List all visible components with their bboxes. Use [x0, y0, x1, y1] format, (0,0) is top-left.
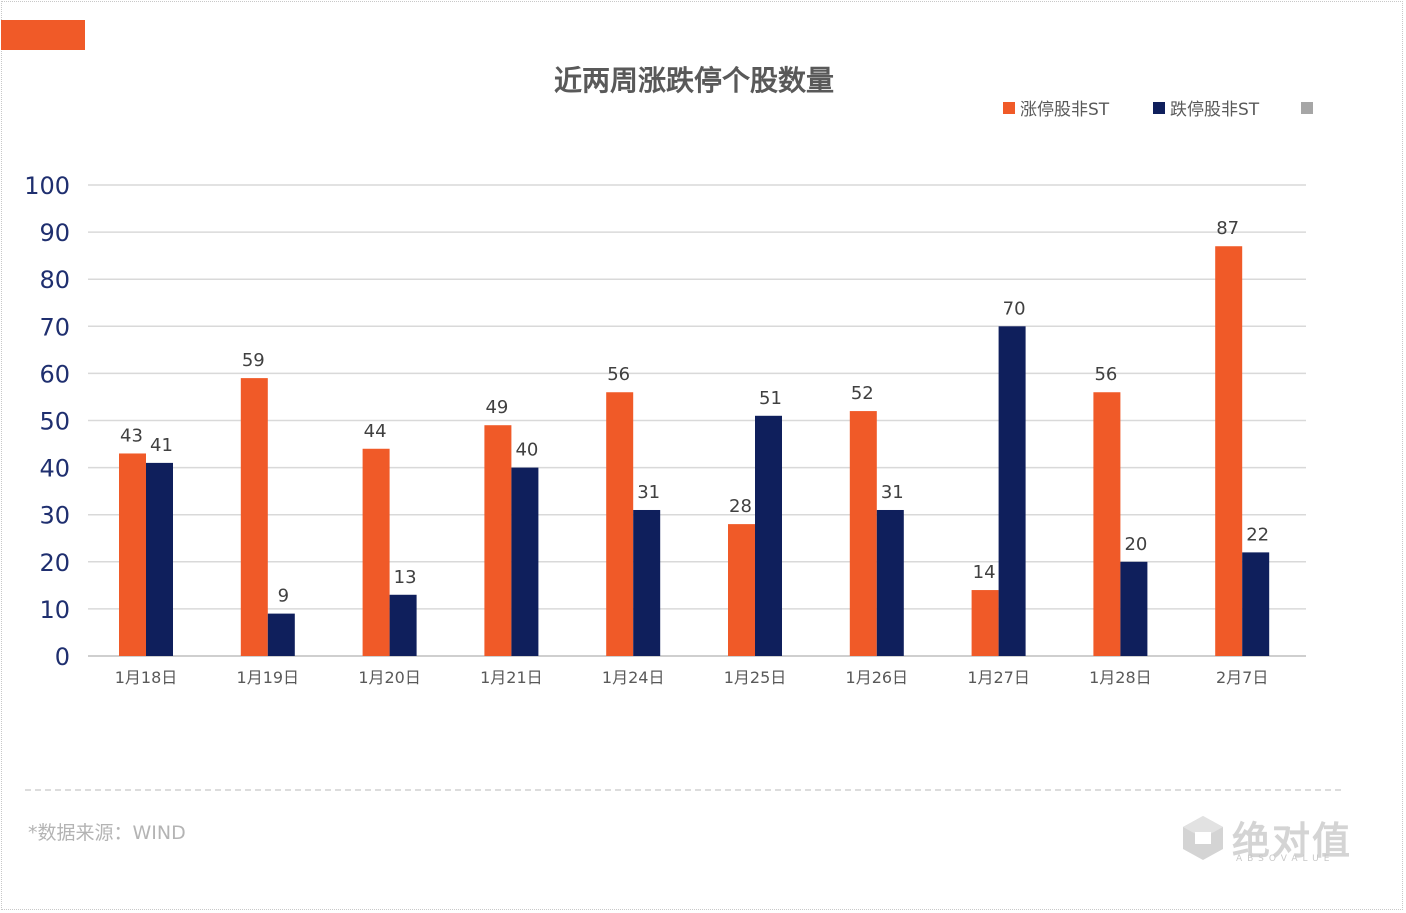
x-tick-label: 1月18日 — [115, 668, 178, 687]
data-label: 56 — [607, 364, 630, 385]
bar-limit-down — [755, 415, 782, 656]
legend-swatch — [1003, 102, 1015, 114]
bar-limit-up — [240, 378, 268, 656]
data-label: 43 — [120, 425, 143, 446]
y-axis: 0 10 20 30 40 50 60 70 80 90 100 — [24, 172, 70, 671]
bar-limit-up — [1093, 392, 1121, 656]
data-label: 13 — [394, 567, 417, 588]
bar-limit-down — [511, 467, 539, 656]
y-tick-label: 90 — [39, 219, 70, 247]
logo-text: 绝对值 — [1232, 819, 1353, 863]
y-tick-label: 100 — [24, 172, 70, 200]
x-tick-label: 1月21日 — [480, 668, 543, 687]
bar-limit-down — [633, 509, 661, 656]
x-tick-label: 1月25日 — [724, 668, 787, 687]
bar-limit-up — [362, 448, 390, 656]
x-tick-label: 1月26日 — [846, 668, 909, 687]
bar-limit-up — [849, 411, 877, 656]
y-tick-label: 30 — [39, 502, 70, 530]
bars — [119, 246, 1270, 657]
data-label: 51 — [759, 388, 782, 409]
accent-bar — [1, 20, 85, 50]
data-label: 87 — [1216, 218, 1239, 239]
bar-limit-up — [971, 590, 999, 656]
logo-cube-icon — [1183, 816, 1223, 860]
y-tick-label: 0 — [55, 643, 70, 671]
bar-limit-up — [606, 392, 634, 656]
source-note: *数据来源：WIND — [28, 822, 186, 844]
brand-logo: 绝对值 ABSOVALUE — [1180, 810, 1360, 870]
data-label: 44 — [364, 421, 387, 442]
x-tick-label: 1月28日 — [1089, 668, 1152, 687]
bar-limit-down — [267, 613, 295, 656]
legend: 涨停股非ST 跌停股非ST — [1003, 100, 1313, 120]
bar-limit-down — [876, 509, 904, 656]
y-tick-label: 60 — [39, 360, 70, 388]
data-label: 9 — [278, 586, 289, 607]
footer-divider — [25, 789, 1341, 791]
chart-title: 近两周涨跌停个股数量 — [554, 64, 834, 97]
bar-limit-down — [1120, 561, 1148, 656]
legend-label: 跌停股非ST — [1170, 100, 1260, 120]
bar-limit-up — [484, 425, 512, 656]
data-label: 40 — [515, 440, 538, 461]
data-label: 20 — [1124, 534, 1147, 555]
x-axis: 1月18日 1月19日 1月20日 1月21日 1月24日 1月25日 1月26日 1月27日… — [115, 668, 1269, 687]
y-tick-label: 80 — [39, 266, 70, 294]
logo-subtext: ABSOVALUE — [1236, 854, 1335, 864]
data-label: 56 — [1094, 364, 1117, 385]
data-label: 22 — [1246, 524, 1269, 545]
data-label: 31 — [637, 482, 660, 503]
legend-swatch-extra — [1301, 102, 1313, 114]
y-tick-label: 20 — [39, 549, 70, 577]
data-label: 52 — [851, 383, 874, 404]
bar-limit-down — [1242, 552, 1270, 656]
bar-limit-up — [728, 524, 755, 656]
x-tick-label: 1月27日 — [967, 668, 1030, 687]
x-tick-label: 1月19日 — [237, 668, 300, 687]
bar-limit-down — [389, 594, 417, 656]
data-label: 28 — [729, 496, 752, 517]
y-tick-label: 10 — [39, 596, 70, 624]
bar-limit-down — [998, 326, 1026, 656]
legend-swatch — [1153, 102, 1165, 114]
y-tick-label: 70 — [39, 313, 70, 341]
data-label: 41 — [150, 435, 173, 456]
bar-limit-up — [119, 453, 146, 656]
bar-limit-down — [146, 462, 173, 656]
x-tick-label: 1月20日 — [358, 668, 421, 687]
data-label: 70 — [1003, 298, 1026, 319]
y-tick-label: 50 — [39, 408, 70, 436]
x-tick-label: 1月24日 — [602, 668, 665, 687]
legend-label: 涨停股非ST — [1020, 100, 1110, 120]
y-tick-label: 40 — [39, 455, 70, 483]
x-tick-label: 2月7日 — [1216, 668, 1268, 687]
data-labels: 43 41 59 9 44 13 49 40 56 31 28 51 52 31 14 70 56 20 87 22 — [120, 218, 1269, 606]
data-label: 59 — [242, 350, 265, 371]
data-label: 49 — [485, 397, 508, 418]
data-label: 31 — [881, 482, 904, 503]
data-label: 14 — [973, 562, 996, 583]
bar-limit-up — [1215, 246, 1243, 657]
